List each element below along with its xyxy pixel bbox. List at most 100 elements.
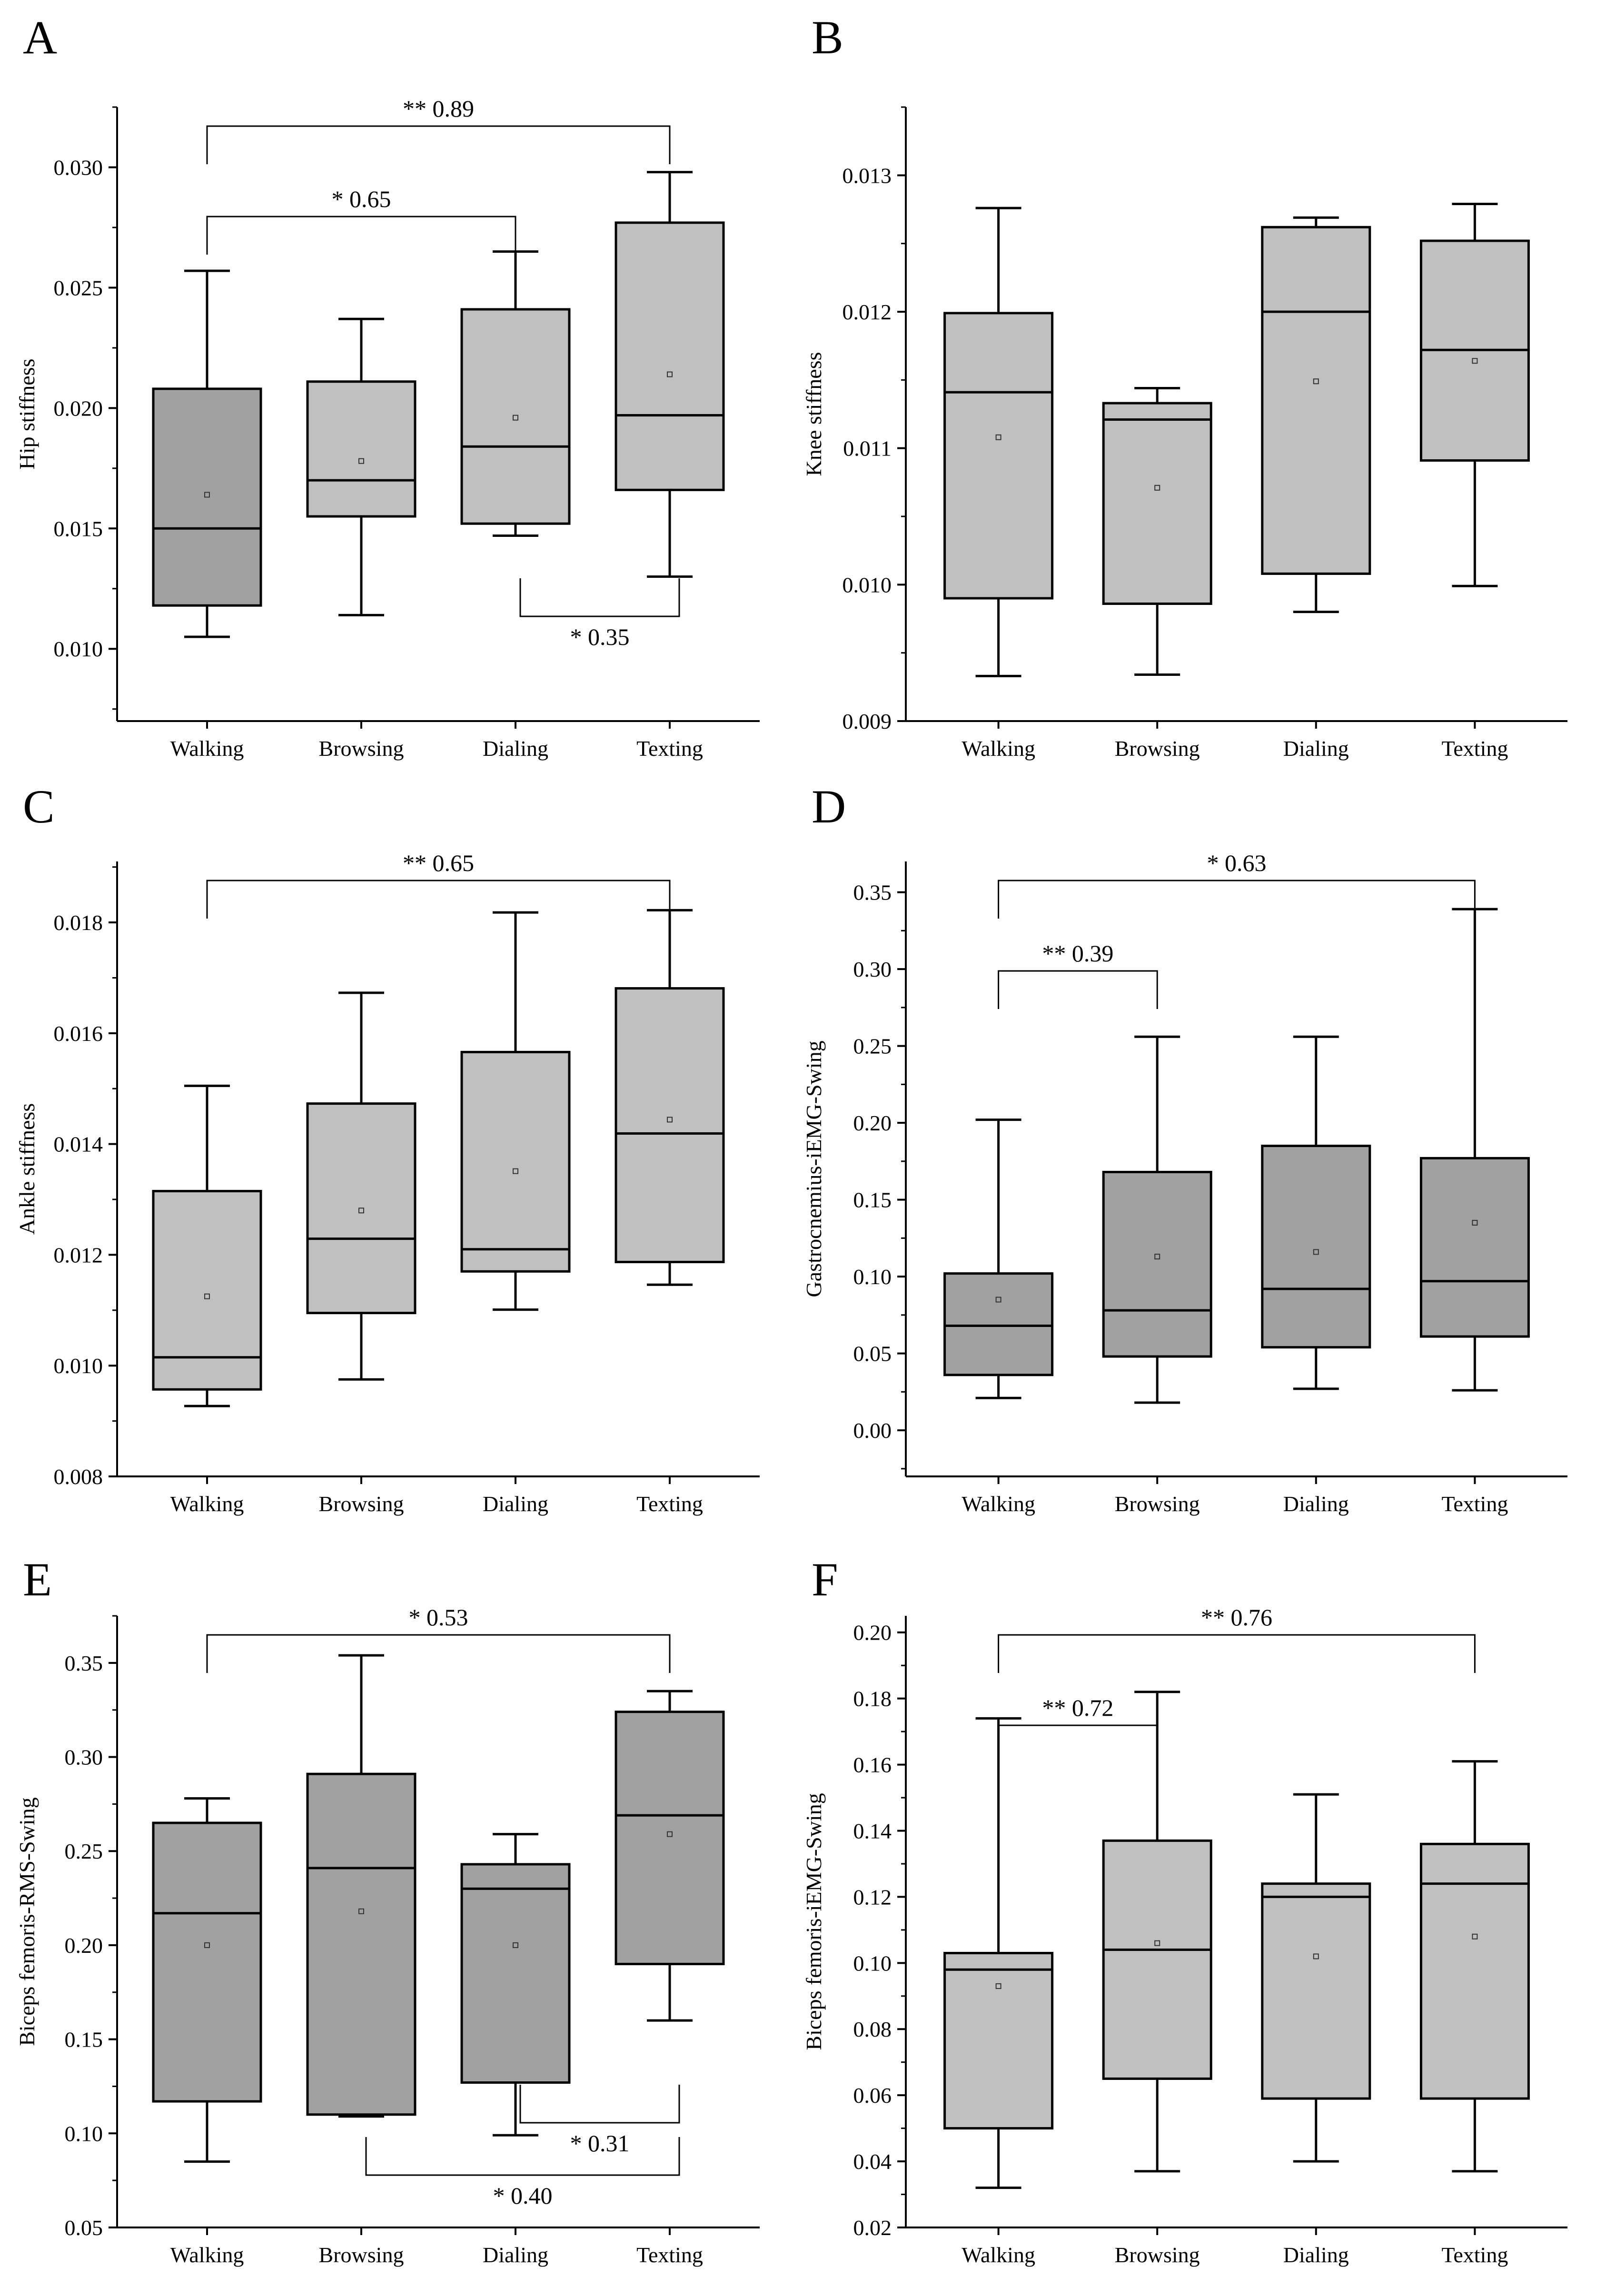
y-tick-label: 0.05 — [853, 1342, 892, 1366]
box-iqr — [615, 221, 725, 491]
panel-letter: C — [23, 780, 55, 833]
x-tick-label: Dialing — [1283, 1492, 1349, 1516]
significance-bracket: ** 0.76 — [998, 1604, 1476, 1673]
mean-marker — [1313, 1953, 1319, 1960]
mean-marker — [1313, 378, 1319, 385]
box-iqr — [943, 312, 1054, 600]
bracket-label: ** 0.89 — [403, 95, 474, 122]
y-axis-label: Hip stiffness — [15, 359, 39, 470]
box-iqr — [152, 1821, 262, 2103]
x-tick-label: Walking — [170, 736, 244, 761]
y-tick-label: 0.013 — [843, 163, 892, 188]
box-iqr — [306, 380, 416, 518]
y-tick-label: 0.012 — [54, 1243, 103, 1267]
y-tick-label: 0.30 — [65, 1745, 103, 1770]
x-tick-label: Browsing — [319, 1492, 404, 1516]
significance-bracket: ** 0.65 — [206, 850, 671, 919]
box-dialing — [460, 250, 571, 537]
box-texting — [615, 171, 725, 578]
mean-marker — [667, 1831, 673, 1837]
y-tick-label: 0.08 — [853, 2017, 892, 2041]
y-tick-label: 0.15 — [65, 2028, 103, 2052]
bracket-line — [998, 970, 1158, 1009]
bracket-label: ** 0.39 — [1042, 940, 1113, 967]
box-iqr — [1419, 1842, 1530, 2100]
panel-f: F 0.02 0.04 0.06 0.08 0.10 0.12 0.14 0.16 0.18 0.2… — [802, 1553, 1567, 2267]
y-tick-label: 0.016 — [54, 1021, 103, 1046]
box-iqr — [1261, 1882, 1371, 2100]
y-tick-label: 0.010 — [843, 573, 892, 597]
x-tick-label: Browsing — [1115, 736, 1200, 761]
mean-marker — [358, 458, 364, 464]
x-tick-label: Dialing — [483, 736, 548, 761]
box-iqr — [615, 987, 725, 1264]
bracket-line — [998, 1724, 1158, 1763]
y-tick-label: 0.16 — [853, 1753, 892, 1777]
bracket-line — [206, 1634, 671, 1673]
bracket-label: * 0.53 — [409, 1604, 468, 1631]
box-dialing — [1261, 1035, 1371, 1390]
mean-marker — [995, 434, 1001, 440]
box-iqr — [460, 1050, 571, 1273]
y-axis-label: Ankle stiffness — [15, 1103, 39, 1235]
x-tick-label: Walking — [170, 1492, 244, 1516]
y-tick-label: 0.00 — [853, 1418, 892, 1443]
box-texting — [615, 909, 725, 1286]
y-tick-label: 0.14 — [853, 1819, 892, 1843]
y-axis-label: Knee stiffness — [802, 352, 826, 476]
mean-marker — [667, 1117, 673, 1123]
panel-c: C 0.008 0.010 0.012 0.014 0.016 0.018 Walking Br… — [15, 780, 760, 1516]
box-iqr — [615, 1711, 725, 1965]
significance-bracket: * 0.53 — [206, 1604, 671, 1673]
y-axis-label: Biceps femoris-iEMG-Swing — [802, 1793, 826, 2050]
mean-marker — [667, 371, 673, 377]
y-tick-label: 0.025 — [54, 276, 103, 300]
x-tick-label: Dialing — [483, 1492, 548, 1516]
x-tick-label: Texting — [636, 2243, 703, 2267]
x-tick-label: Texting — [636, 1492, 703, 1516]
box-iqr — [460, 1863, 571, 2084]
bracket-line — [206, 216, 516, 255]
y-tick-label: 0.18 — [853, 1687, 892, 1711]
panel-letter: E — [23, 1553, 52, 1606]
x-tick-label: Dialing — [1283, 736, 1349, 761]
mean-marker — [1472, 1933, 1478, 1940]
x-tick-label: Browsing — [1115, 1492, 1200, 1516]
y-tick-label: 0.010 — [54, 1354, 103, 1378]
box-walking — [943, 1118, 1054, 1399]
box-browsing — [1102, 1035, 1212, 1404]
significance-bracket: * 0.35 — [519, 578, 680, 650]
mean-marker — [513, 415, 518, 421]
y-tick-label: 0.015 — [54, 516, 103, 541]
significance-bracket: * 0.31 — [519, 2085, 680, 2157]
box-texting — [1419, 203, 1530, 587]
box-iqr — [1261, 226, 1371, 575]
mean-marker — [358, 1207, 364, 1214]
box-walking — [943, 207, 1054, 677]
y-tick-label: 0.20 — [853, 1621, 892, 1645]
box-iqr — [943, 1272, 1054, 1376]
y-tick-label: 0.10 — [853, 1265, 892, 1289]
panel-d: D 0.00 0.05 0.10 0.15 0.20 0.25 0.30 0.35 Walking… — [802, 780, 1567, 1516]
box-iqr — [1261, 1145, 1371, 1349]
y-tick-label: 0.30 — [853, 957, 892, 981]
mean-marker — [513, 1942, 518, 1948]
x-tick-label: Walking — [170, 2243, 244, 2267]
bracket-label: ** 0.72 — [1042, 1694, 1113, 1721]
y-tick-label: 0.020 — [54, 396, 103, 420]
y-tick-label: 0.35 — [65, 1651, 103, 1675]
significance-bracket: ** 0.89 — [206, 95, 671, 164]
bracket-label: ** 0.76 — [1201, 1604, 1272, 1631]
box-iqr — [306, 1772, 416, 2116]
bracket-label: * 0.31 — [570, 2130, 630, 2157]
y-axis-label: Biceps femoris-RMS-Swing — [15, 1797, 39, 2046]
y-tick-label: 0.25 — [853, 1034, 892, 1059]
box-walking — [152, 269, 262, 638]
y-tick-label: 0.010 — [54, 637, 103, 661]
y-tick-label: 0.02 — [853, 2216, 892, 2240]
box-iqr — [1102, 1170, 1212, 1358]
y-tick-label: 0.009 — [843, 709, 892, 733]
panel-a: A 0.010 0.015 0.020 0.025 0.030 Walking Browsin… — [15, 11, 760, 761]
